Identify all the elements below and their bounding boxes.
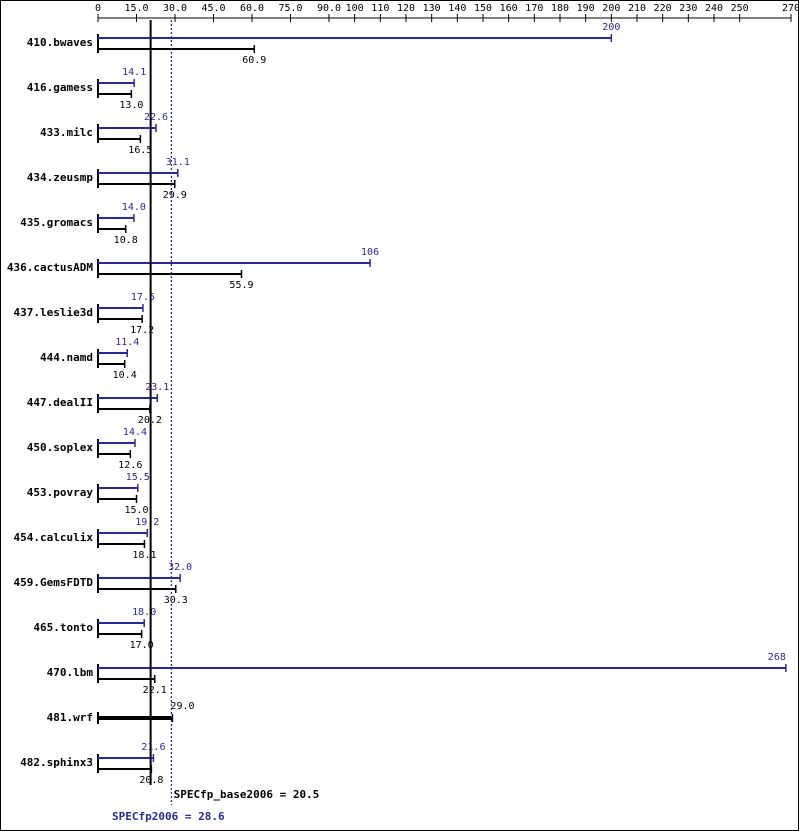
x-tick-label: 230	[679, 3, 697, 14]
value-label: 15.5	[126, 472, 150, 483]
x-tick-label: 250	[731, 3, 749, 14]
x-tick-label: 240	[705, 3, 723, 14]
value-label: 21.6	[141, 742, 165, 753]
category-label: 453.povray	[27, 486, 94, 499]
category-label: 436.cactusADM	[7, 261, 93, 274]
category-label: 459.GemsFDTD	[14, 576, 94, 589]
x-tick-label: 170	[525, 3, 543, 14]
value-label: 60.9	[242, 55, 266, 66]
value-label: 55.9	[229, 280, 253, 291]
x-tick-label: 270	[782, 3, 799, 14]
x-tick-label: 75.0	[278, 3, 302, 14]
value-label: 268	[768, 652, 786, 663]
value-label: 23.1	[145, 382, 169, 393]
x-tick-label: 150	[474, 3, 492, 14]
x-tick-label: 120	[397, 3, 415, 14]
x-tick-label: 130	[423, 3, 441, 14]
value-label: 32.0	[168, 562, 192, 573]
x-tick-label: 110	[371, 3, 389, 14]
value-label: 11.4	[115, 337, 139, 348]
value-label: 14.4	[123, 427, 147, 438]
x-tick-label: 100	[346, 3, 364, 14]
x-tick-label: 160	[500, 3, 518, 14]
value-label: 10.8	[114, 235, 138, 246]
x-tick-label: 45.0	[201, 3, 225, 14]
value-label: 10.4	[113, 370, 137, 381]
value-label: 16.5	[128, 145, 152, 156]
value-label: 18.1	[132, 550, 156, 561]
x-tick-label: 140	[448, 3, 466, 14]
category-label: 437.leslie3d	[14, 306, 93, 319]
value-label: 15.0	[124, 505, 148, 516]
x-tick-label: 0	[95, 3, 101, 14]
value-label: 31.1	[166, 157, 190, 168]
value-label: 22.6	[144, 112, 168, 123]
category-label: 450.soplex	[27, 441, 94, 454]
category-label: 435.gromacs	[20, 216, 93, 229]
value-label: 12.6	[118, 460, 142, 471]
value-label: 22.1	[143, 685, 167, 696]
category-label: 444.namd	[40, 351, 93, 364]
value-label: 14.0	[122, 202, 146, 213]
category-label: 410.bwaves	[27, 36, 93, 49]
category-label: 434.zeusmp	[27, 171, 94, 184]
value-label: 29.0	[170, 701, 194, 712]
x-tick-label: 200	[602, 3, 620, 14]
x-tick-label: 180	[551, 3, 569, 14]
category-label: 482.sphinx3	[20, 756, 93, 769]
value-label: 17.5	[131, 292, 155, 303]
value-label: 106	[361, 247, 379, 258]
x-tick-label: 220	[654, 3, 672, 14]
value-label: 200	[602, 22, 620, 33]
category-label: 470.lbm	[47, 666, 94, 679]
reference-label: SPECfp_base2006 = 20.5	[174, 788, 320, 801]
category-label: 454.calculix	[14, 531, 94, 544]
x-tick-label: 15.0	[124, 3, 148, 14]
x-tick-label: 90.0	[317, 3, 341, 14]
category-label: 416.gamess	[27, 81, 93, 94]
category-label: 481.wrf	[47, 711, 93, 724]
value-label: 18.0	[132, 607, 156, 618]
reference-label: SPECfp2006 = 28.6	[112, 810, 225, 823]
value-label: 17.2	[130, 325, 154, 336]
category-label: 433.milc	[40, 126, 93, 139]
category-label: 465.tonto	[33, 621, 93, 634]
x-tick-label: 30.0	[163, 3, 187, 14]
value-label: 14.1	[122, 67, 146, 78]
value-label: 30.3	[164, 595, 188, 606]
x-tick-label: 210	[628, 3, 646, 14]
value-label: 19.2	[135, 517, 159, 528]
x-tick-label: 60.0	[240, 3, 264, 14]
x-tick-label: 190	[577, 3, 595, 14]
category-label: 447.dealII	[27, 396, 93, 409]
value-label: 29.9	[163, 190, 187, 201]
value-label: 13.0	[119, 100, 143, 111]
value-label: 17.0	[130, 640, 154, 651]
